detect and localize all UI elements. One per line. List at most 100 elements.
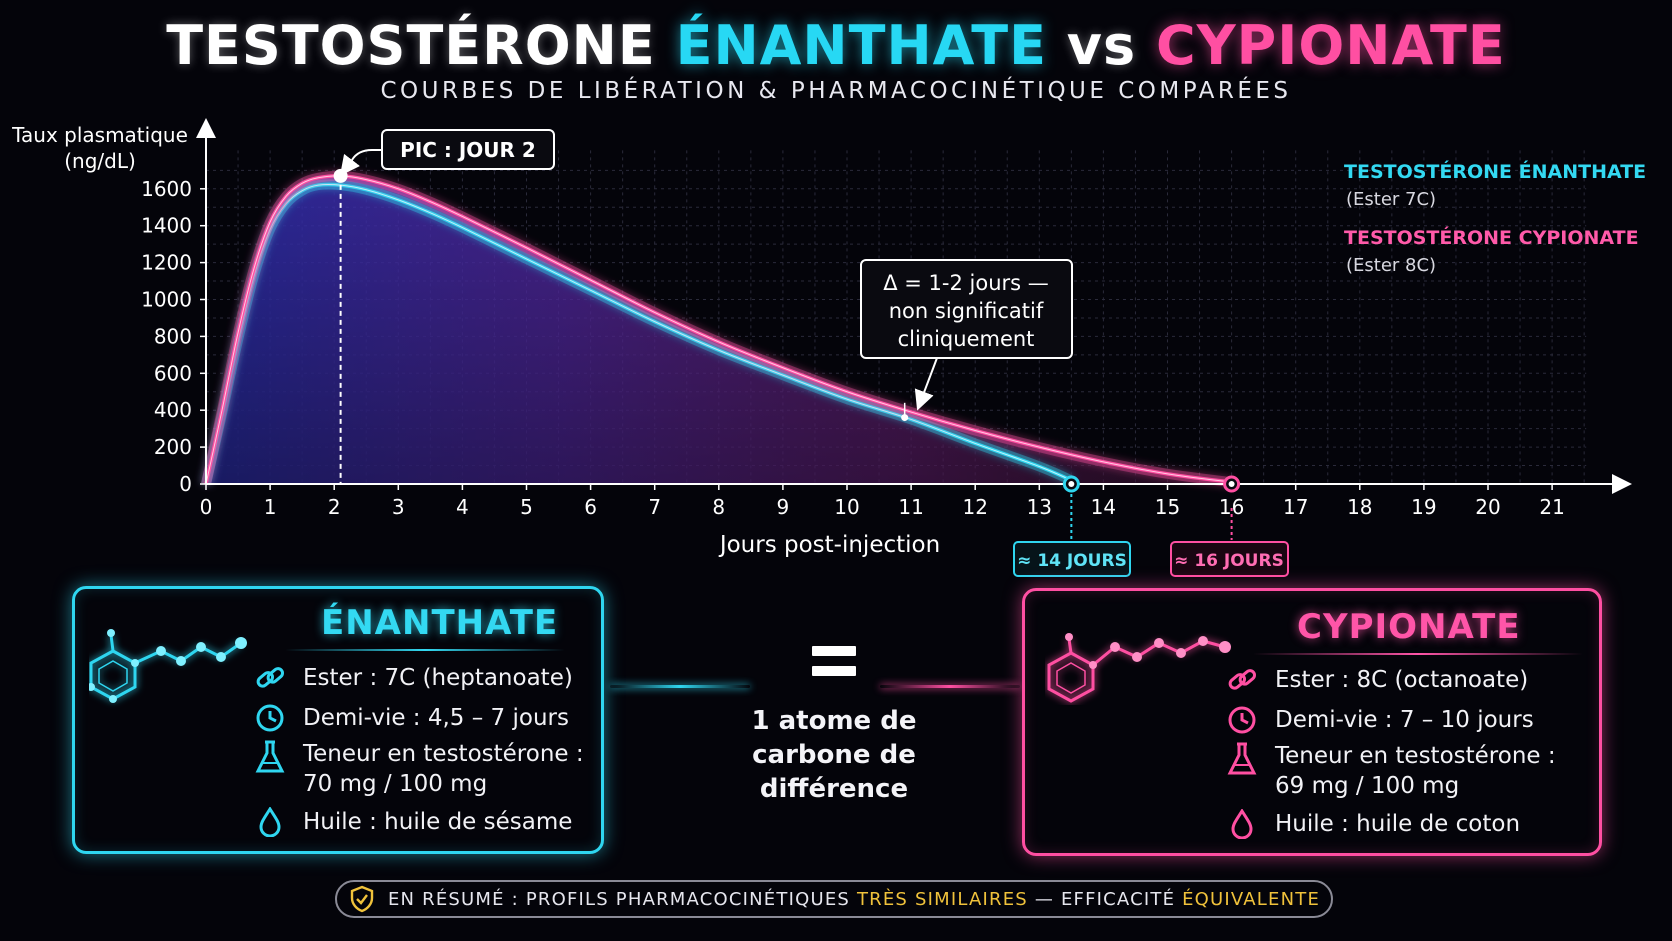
shield-check-icon [350,885,374,913]
title-part-cypionate: CYPIONATE [1155,14,1506,77]
x-tick-label: 1 [264,495,277,519]
cypionate-content-row: Teneur en testostérone : 69 mg / 100 mg [1225,741,1556,801]
enanthate-content-row: Teneur en testostérone : 70 mg / 100 mg [253,739,584,799]
enanthate-half-life-row: Demi-vie : 4,5 – 7 jours [253,703,569,733]
flask-icon [1227,742,1257,775]
carbon-difference-line2: carbone de [752,740,916,770]
cypionate-oil-text: Huile : huile de coton [1275,811,1521,837]
enanthate-panel: ÉNANTHATE Ester : 7C (heptanoate) Demi-v… [72,586,604,854]
end-label-enanthate-box [1013,541,1131,577]
x-tick-label: 3 [392,495,405,519]
molecule-enanthate-icon [89,629,247,703]
y-axis-label-line1: Taux plasmatique [11,123,188,147]
cypionate-ester-row: Ester : 8C (octanoate) [1225,665,1528,695]
end-label-cypionate-box [1170,541,1289,577]
summary-prefix: EN RÉSUMÉ : PROFILS PHARMACOCINÉTIQUES [387,888,851,910]
end-label-enanthate-text: ≈ 14 JOURS [1017,551,1127,571]
x-tick-label: 5 [520,495,533,519]
y-tick-label: 800 [154,324,192,348]
x-tick-label: 20 [1475,495,1500,519]
cypionate-half-life-row: Demi-vie : 7 – 10 jours [1225,705,1534,735]
enanthate-content-text: Teneur en testostérone : 70 mg / 100 mg [303,739,584,799]
enanthate-title-underline [285,649,565,651]
x-tick-label: 12 [962,495,987,519]
x-tick-label: 4 [456,495,469,519]
equals-icon [812,640,856,680]
carbon-difference-text: 1 atome de carbone de différence [734,704,934,806]
clock-icon [256,704,284,732]
connector-enanthate [610,685,750,688]
chart-ticks: 0 1 2 3 4 5 6 7 8 9 10 11 12 13 14 15 16 17 18 19 20 21020040… [141,177,1565,519]
enanthate-content-line2: 70 mg / 100 mg [303,771,488,797]
drop-icon [259,807,281,837]
y-tick-label: 1000 [141,288,192,312]
enanthate-ester-text: Ester : 7C (heptanoate) [303,665,573,691]
y-tick-label: 1200 [141,251,192,275]
y-tick-label: 600 [154,361,192,385]
carbon-difference-line1: 1 atome de [751,706,917,736]
delta-label-line2: non significatif [889,299,1044,323]
peak-annotation: PIC : JOUR 2 [381,129,555,170]
cypionate-oil-row: Huile : huile de coton [1225,809,1520,839]
x-tick-label: 10 [834,495,859,519]
y-tick-label: 0 [179,472,192,496]
y-tick-label: 400 [154,398,192,422]
summary-bar: EN RÉSUMÉ : PROFILS PHARMACOCINÉTIQUES T… [335,880,1333,918]
delta-label-line3: cliniquement [898,327,1035,351]
cypionate-content-line2: 69 mg / 100 mg [1275,773,1460,799]
x-tick-label: 18 [1347,495,1372,519]
cypionate-panel-title: CYPIONATE [1297,607,1521,647]
end-label-cypionate-text: ≈ 16 JOURS [1174,551,1284,571]
title-part-vs: vs [1066,14,1137,77]
series-core-cypionate [205,175,1232,485]
drop-icon [1231,809,1253,839]
x-tick-label: 9 [777,495,790,519]
chart-series [201,170,1233,488]
x-tick-label: 17 [1283,495,1308,519]
x-axis-label: Jours post-injection [718,532,940,558]
summary-highlight-equivalent: ÉQUIVALENTE [1182,888,1321,910]
delta-annotation: Δ = 1-2 jours — non significatif cliniqu… [860,259,1073,359]
end-label-cypionate: ≈ 16 JOURS [1170,541,1289,577]
clock-icon [1228,706,1256,734]
legend-label-enanthate: TESTOSTÉRONE ÉNANTHATE [1344,160,1646,183]
cypionate-ester-text: Ester : 8C (octanoate) [1275,667,1529,693]
title-part-enanthate: ÉNANTHATE [675,14,1047,77]
chart-axes [196,118,1632,494]
y-tick-label: 1400 [141,214,192,238]
cypionate-half-life-text: Demi-vie : 7 – 10 jours [1275,707,1534,733]
peak-marker [333,168,348,183]
chart-annotations [333,149,1241,540]
x-tick-label: 8 [712,495,725,519]
delta-label-box [860,259,1073,359]
cypionate-content-text: Teneur en testostérone : 69 mg / 100 mg [1275,741,1556,801]
delta-pointer-arrow [914,357,938,411]
legend-sublabel-enanthate: (Ester 7C) [1346,189,1436,210]
enanthate-panel-title: ÉNANTHATE [321,603,559,643]
x-tick-label: 11 [898,495,923,519]
end-marker-cypionate-core [1228,481,1235,487]
enanthate-oil-row: Huile : huile de sésame [253,807,572,837]
page-title: TESTOSTÉRONE ÉNANTHATE vs CYPIONATE [0,14,1672,77]
enanthate-content-line1: Teneur en testostérone : [303,741,584,767]
area-fill-shade [206,175,1232,485]
enanthate-ester-row: Ester : 7C (heptanoate) [253,663,573,693]
chart-grid [205,150,1587,485]
legend-sublabel-cypionate: (Ester 8C) [1346,255,1436,276]
x-tick-label: 7 [648,495,661,519]
y-tick-label: 200 [154,435,192,459]
chart-area-fill [206,175,1232,485]
cypionate-title-underline [1253,653,1583,655]
flask-icon [255,740,285,773]
end-label-enanthate: ≈ 14 JOURS [1013,541,1131,577]
x-tick-label: 19 [1411,495,1436,519]
cypionate-panel: CYPIONATE Ester : 8C (octanoate) Demi-vi… [1022,588,1602,856]
connector-cypionate [880,685,1020,688]
cypionate-content-line1: Teneur en testostérone : [1275,743,1556,769]
enanthate-half-life-text: Demi-vie : 4,5 – 7 jours [303,705,569,731]
x-tick-label: 2 [328,495,341,519]
chart-legend: TESTOSTÉRONE ÉNANTHATE (Ester 7C) TESTOS… [1275,160,1646,276]
x-tick-label: 0 [200,495,213,519]
y-tick-label: 1600 [141,177,192,201]
peak-label-text: PIC : JOUR 2 [400,138,536,162]
